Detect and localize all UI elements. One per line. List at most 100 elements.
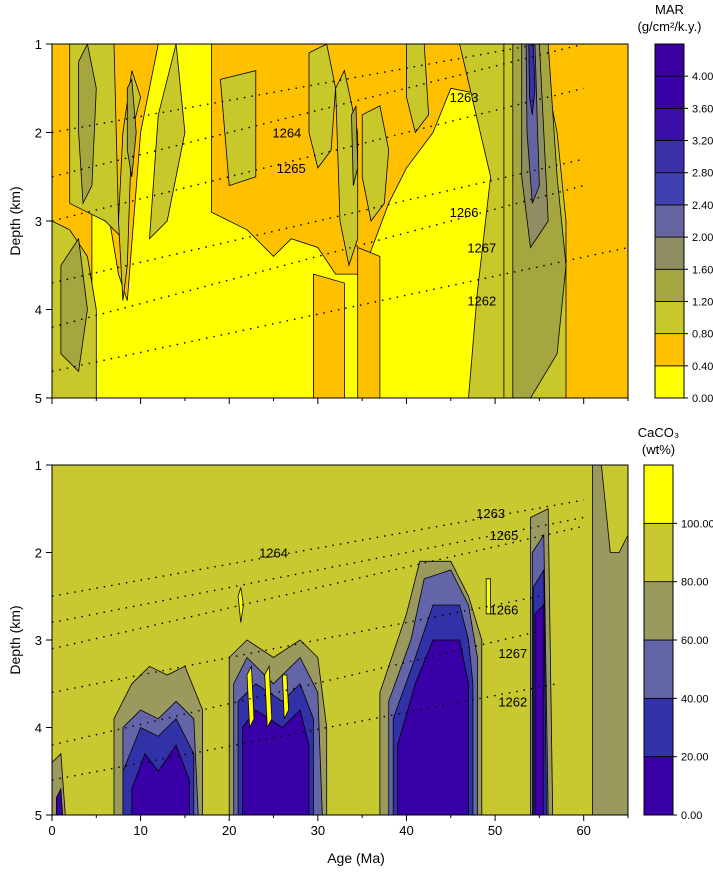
colorbar-label-0: 0.00 [681, 810, 702, 822]
colorbar-frame [643, 464, 674, 816]
contour-region-level-0 [397, 639, 469, 815]
site-label-1263: 1263 [476, 506, 505, 521]
contour-region-level-5 [246, 664, 255, 730]
y-tick-label-2: 2 [35, 546, 42, 561]
x-tick-label-40: 40 [399, 823, 413, 838]
colorbar-band-6 [654, 172, 685, 206]
colorbar-label-0: 0.00 [692, 393, 713, 405]
contour-region-level-0 [56, 787, 64, 815]
site-label-1266: 1266 [450, 205, 479, 220]
contour-region-level-5 [264, 664, 273, 730]
y-tick-label-1: 1 [35, 458, 42, 473]
contour-region-level-0 [131, 744, 190, 815]
site-track-1263 [52, 499, 584, 597]
colorbar-band-4 [643, 522, 674, 583]
y-tick-label-4: 4 [35, 721, 42, 736]
colorbar-label-6: 2.40 [692, 200, 713, 212]
colorbar-label-4: 80.00 [681, 577, 709, 589]
contour-region-level-2 [406, 44, 430, 134]
x-tick-label-10: 10 [133, 823, 147, 838]
site-track-1264 [52, 44, 584, 178]
site-label-1263: 1263 [450, 90, 479, 105]
site-label-1264: 1264 [272, 126, 301, 141]
y-tick-label-4: 4 [35, 303, 42, 318]
colorbar-band-10 [654, 43, 685, 77]
colorbar-band-5 [654, 204, 685, 238]
y-tick-label-3: 3 [35, 214, 42, 229]
contour-region-level-0 [534, 604, 545, 815]
colorbar-label-1: 0.40 [692, 361, 713, 373]
contour-region-level-3 [78, 44, 97, 205]
x-tick-label-0: 0 [48, 823, 55, 838]
colorbar-label-7: 2.80 [692, 168, 713, 180]
colorbar-band-0 [654, 365, 685, 399]
contour-region-level-5 [485, 578, 492, 615]
site-track-1264 [52, 516, 584, 624]
colorbar-label-10: 4.00 [692, 71, 713, 83]
site-label-1265: 1265 [277, 161, 306, 176]
contour-region-level-1 [312, 273, 345, 398]
site-label-1266: 1266 [489, 602, 518, 617]
contour-region-level-3 [126, 77, 137, 177]
colorbar-label-2: 40.00 [681, 693, 709, 705]
site-lines [52, 499, 584, 781]
site-label-1265: 1265 [489, 528, 518, 543]
contour-region-level-3 [60, 237, 88, 373]
contour-field [52, 44, 628, 398]
site-track-1265 [52, 525, 584, 650]
colorbar-label-8: 3.20 [692, 136, 713, 148]
caco3-contour-panel: 1263 1264 1265 1266 1267 1262 0 10 20 30 40 50 60 1 2 3… [7, 425, 713, 838]
x-tick-label-30: 30 [311, 823, 325, 838]
site-track-1267 [52, 630, 540, 746]
site-track-1266 [52, 595, 540, 694]
colorbar-label-1: 20.00 [681, 752, 709, 764]
colorbar-label-2: 0.80 [692, 329, 713, 341]
contour-region-level-2 [118, 70, 142, 301]
contour-region-level-3 [592, 465, 628, 815]
colorbar-band-4 [654, 236, 685, 270]
y-tick-label-3: 3 [35, 633, 42, 648]
y-tick-label-2: 2 [35, 126, 42, 141]
colorbar-band-1 [643, 697, 674, 758]
colorbar-band-2 [643, 639, 674, 699]
x-tick-label-50: 50 [488, 823, 502, 838]
x-tick-label-20: 20 [222, 823, 236, 838]
contour-region-level-1 [357, 246, 381, 398]
contour-region-level-2 [219, 70, 257, 187]
y-tick-label-1: 1 [35, 37, 42, 52]
colorbar-label-5: 2.00 [692, 232, 713, 244]
y-axis-title: Depth (km) [7, 186, 23, 255]
site-track-1267 [52, 184, 584, 328]
contour-region-level-3 [351, 105, 359, 186]
contour-region-level-2 [361, 105, 390, 222]
colorbar-title-line-1: (g/cm²/k.y.) [637, 19, 701, 34]
mar-contour-panel: 1263 1264 1265 1266 1267 1262 1 2 3 4 5 Depth (km) 0… [7, 2, 713, 406]
colorbar-band-9 [654, 75, 685, 109]
site-label-1262: 1262 [498, 694, 527, 709]
site-track-1265 [52, 87, 584, 222]
contour-region-level-2 [308, 44, 337, 169]
colorbar-label-5: 100.00 [681, 518, 713, 530]
contour-region-level-2 [149, 44, 186, 240]
x-axis-label: Age (Ma) [327, 850, 385, 866]
colorbar-title-line-1: (wt%) [642, 442, 675, 457]
y-tick-label-5: 5 [35, 391, 42, 406]
colorbar-frame [654, 43, 685, 399]
colorbar-band-1 [654, 333, 685, 367]
colorbar-label-3: 1.20 [692, 296, 713, 308]
site-label-1267: 1267 [467, 241, 496, 256]
colorbar-band-2 [654, 301, 685, 335]
site-track-1263 [52, 44, 540, 134]
colorbar-band-8 [654, 107, 685, 141]
contour-region-level-5 [281, 674, 290, 719]
colorbar-label-4: 1.60 [692, 264, 713, 276]
contour-region-level-0 [242, 709, 310, 815]
contour-field [52, 465, 628, 815]
contour-region-level-2 [459, 44, 505, 398]
colorbar-band-7 [654, 140, 685, 174]
site-label-1264: 1264 [259, 546, 288, 561]
colorbar-label-3: 60.00 [681, 635, 709, 647]
site-label-1267: 1267 [498, 646, 527, 661]
colorbar-label-9: 3.60 [692, 103, 713, 115]
